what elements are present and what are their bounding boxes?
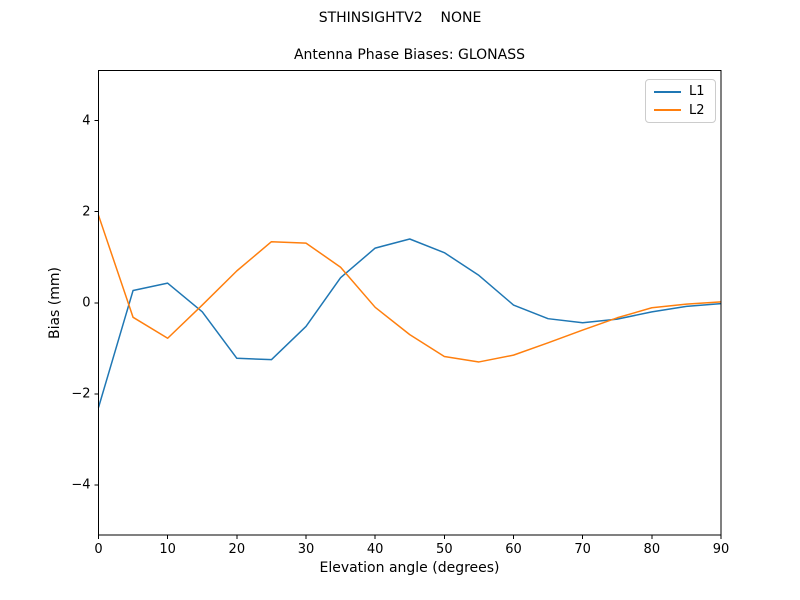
- figure-suptitle: STHINSIGHTV2 NONE: [318, 10, 482, 26]
- y-tick-label: −4: [71, 477, 91, 493]
- x-axis-label: Elevation angle (degrees): [319, 560, 500, 576]
- legend: L1 L2: [645, 79, 716, 123]
- x-tick-label: 60: [505, 542, 522, 557]
- x-tick-label: 20: [228, 542, 246, 557]
- l2-line-swatch: [654, 109, 681, 112]
- y-tick-label: 0: [82, 295, 91, 311]
- chart-title: Antenna Phase Biases: GLONASS: [293, 47, 525, 63]
- legend-label-l2: L2: [689, 102, 705, 118]
- y-tick-label: 4: [82, 113, 91, 129]
- series-line-l1: [97, 238, 722, 408]
- x-tick-label: 70: [574, 542, 591, 557]
- y-tick-label: 2: [82, 204, 91, 220]
- x-tick-label: 40: [366, 542, 384, 557]
- x-tick-label: 90: [712, 542, 730, 557]
- y-tick-label: −2: [71, 386, 91, 402]
- l1-line-swatch: [654, 90, 681, 93]
- series-line-l2: [97, 215, 722, 363]
- y-axis-label: Bias (mm): [47, 266, 63, 340]
- x-tick-label: 0: [94, 542, 103, 557]
- x-tick-label: 50: [436, 542, 453, 557]
- x-tick-label: 30: [297, 542, 315, 557]
- x-tick-label: 10: [159, 542, 176, 557]
- legend-entry-l2: L2: [654, 104, 715, 117]
- legend-entry-l1: L1: [654, 85, 715, 98]
- legend-label-l1: L1: [689, 84, 705, 100]
- x-tick-label: 80: [643, 542, 661, 557]
